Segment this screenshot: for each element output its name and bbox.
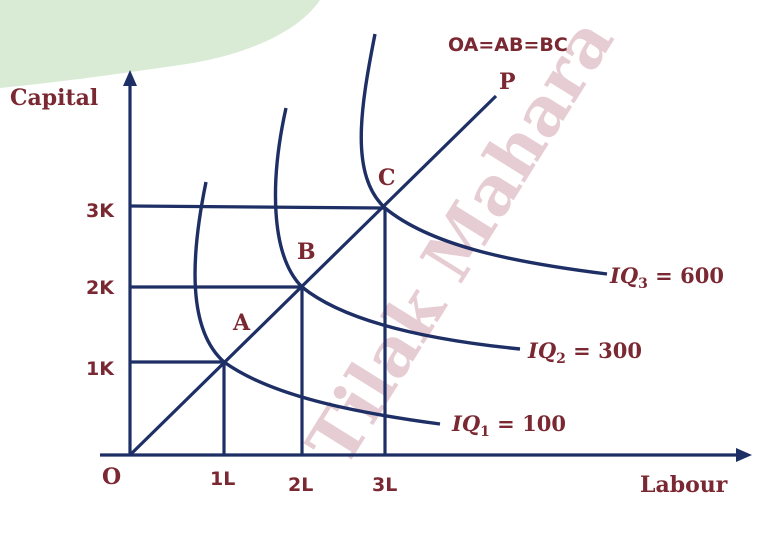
decorative-corner-shape bbox=[0, 0, 320, 88]
y-axis-arrowhead bbox=[123, 70, 137, 86]
x-axis-arrowhead bbox=[736, 448, 752, 462]
point-label-b: B bbox=[297, 239, 316, 265]
iq1-equation: = 100 bbox=[490, 411, 566, 436]
segment-relation-label: OA=AB=BC bbox=[448, 34, 568, 56]
isoquant-label-iq2: IQ2 = 300 bbox=[527, 338, 642, 367]
expansion-ray-op bbox=[128, 94, 498, 457]
iq3-symbol: IQ bbox=[609, 263, 638, 288]
x-tick-2l: 2L bbox=[288, 474, 313, 496]
point-label-c: C bbox=[378, 165, 396, 191]
y-axis-title: Capital bbox=[10, 85, 98, 111]
isoquant-iq1 bbox=[193, 181, 441, 426]
origin-label: O bbox=[102, 464, 121, 490]
y-tick-3k: 3K bbox=[86, 200, 115, 222]
iq1-subscript: 1 bbox=[480, 424, 490, 440]
ray-label: P bbox=[499, 69, 516, 95]
isoquant-label-iq3: IQ3 = 600 bbox=[609, 263, 724, 292]
point-label-a: A bbox=[232, 310, 251, 336]
x-tick-3l: 3L bbox=[372, 474, 397, 496]
iq1-symbol: IQ bbox=[451, 411, 480, 436]
iq3-subscript: 3 bbox=[638, 276, 648, 292]
y-tick-1k: 1K bbox=[86, 358, 115, 380]
iq2-equation: = 300 bbox=[566, 338, 642, 363]
iq2-symbol: IQ bbox=[527, 338, 556, 363]
iq3-equation: = 600 bbox=[648, 263, 724, 288]
y-tick-2k: 2K bbox=[86, 277, 115, 299]
x-tick-1l: 1L bbox=[210, 468, 235, 490]
isoquant-label-iq1: IQ1 = 100 bbox=[451, 411, 566, 440]
guide-3k bbox=[129, 204, 386, 210]
x-axis-title: Labour bbox=[640, 472, 728, 498]
iq2-subscript: 2 bbox=[556, 351, 566, 367]
isoquant-iq3 bbox=[359, 33, 608, 276]
isoquant-iq2 bbox=[273, 107, 521, 351]
